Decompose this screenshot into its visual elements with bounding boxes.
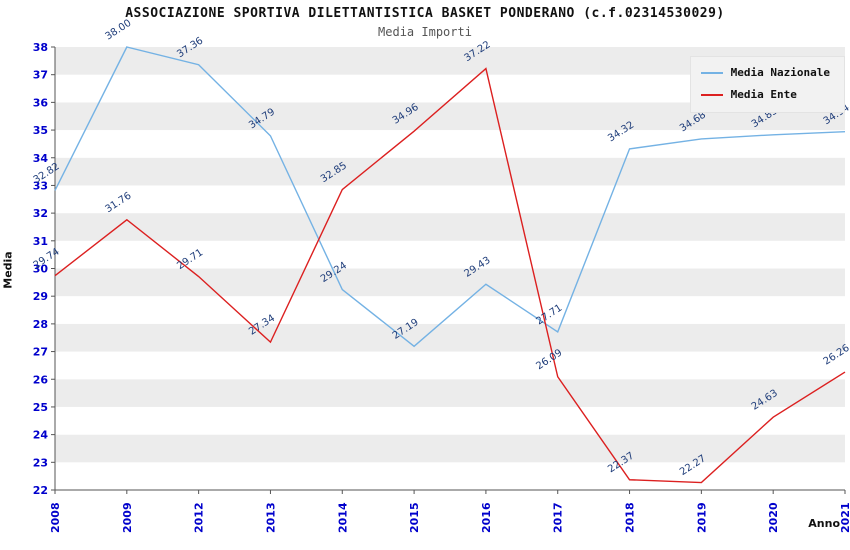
svg-text:2016: 2016 <box>480 502 493 533</box>
svg-text:28: 28 <box>33 318 48 331</box>
svg-text:2020: 2020 <box>767 502 780 533</box>
chart-subtitle: Media Importi <box>378 25 472 39</box>
legend-swatch-nazionale <box>700 71 723 74</box>
chart-title: ASSOCIAZIONE SPORTIVA DILETTANTISTICA BA… <box>125 6 725 21</box>
svg-text:26: 26 <box>33 373 49 386</box>
legend-swatch-ente <box>700 93 723 96</box>
svg-text:36: 36 <box>33 96 49 109</box>
x-axis-title: Anno <box>808 517 840 530</box>
legend-label-nazionale: Media Nazionale <box>730 66 830 79</box>
svg-text:32: 32 <box>33 207 48 220</box>
svg-text:2008: 2008 <box>49 502 62 533</box>
svg-text:24: 24 <box>33 429 49 442</box>
svg-text:22: 22 <box>33 484 48 497</box>
svg-text:23: 23 <box>33 456 48 469</box>
svg-text:31: 31 <box>33 235 48 248</box>
y-axis-title: Media <box>1 251 15 289</box>
legend: Media Nazionale Media Ente <box>689 56 845 113</box>
legend-label-ente: Media Ente <box>730 88 797 101</box>
svg-text:2015: 2015 <box>408 502 421 533</box>
svg-text:37: 37 <box>33 69 48 82</box>
svg-text:2014: 2014 <box>336 502 349 533</box>
svg-text:38.00: 38.00 <box>103 18 133 43</box>
svg-text:27: 27 <box>33 346 48 359</box>
svg-text:38: 38 <box>33 41 48 54</box>
svg-text:2017: 2017 <box>552 502 565 533</box>
svg-text:2009: 2009 <box>121 502 134 533</box>
svg-text:2021: 2021 <box>839 502 850 533</box>
svg-text:2013: 2013 <box>264 502 277 533</box>
svg-text:30: 30 <box>33 263 49 276</box>
svg-text:2012: 2012 <box>193 502 206 533</box>
legend-item-nazionale: Media Nazionale <box>700 66 830 79</box>
svg-text:2018: 2018 <box>624 502 637 533</box>
legend-item-ente: Media Ente <box>700 88 830 101</box>
svg-text:35: 35 <box>33 124 48 137</box>
svg-text:2019: 2019 <box>695 502 708 533</box>
svg-text:29: 29 <box>33 290 48 303</box>
svg-text:34: 34 <box>33 152 49 165</box>
svg-text:33: 33 <box>33 179 48 192</box>
svg-text:25: 25 <box>33 401 48 414</box>
